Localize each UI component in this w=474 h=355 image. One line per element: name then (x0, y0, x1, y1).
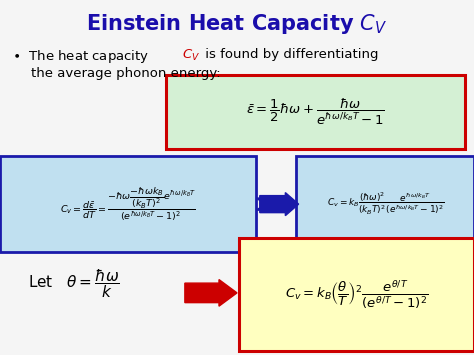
Text: $C_V$: $C_V$ (182, 48, 201, 63)
Text: $\bullet$  The heat capacity: $\bullet$ The heat capacity (12, 48, 149, 65)
Text: $C_v=k_B\dfrac{(\hbar\omega)^2}{(k_BT)^2}\dfrac{e^{\hbar\omega/k_BT}}{\left(e^{\: $C_v=k_B\dfrac{(\hbar\omega)^2}{(k_BT)^2… (328, 191, 445, 217)
Text: $\bar{\varepsilon}=\dfrac{1}{2}\hbar\omega+\dfrac{\hbar\omega}{e^{\hbar\omega/k_: $\bar{\varepsilon}=\dfrac{1}{2}\hbar\ome… (246, 97, 385, 127)
Text: Let   $\theta=\dfrac{\hbar\omega}{k}$: Let $\theta=\dfrac{\hbar\omega}{k}$ (28, 268, 120, 300)
Text: Einstein Heat Capacity $C_V$: Einstein Heat Capacity $C_V$ (86, 12, 388, 37)
FancyBboxPatch shape (296, 156, 474, 252)
FancyBboxPatch shape (0, 156, 256, 252)
FancyArrow shape (260, 192, 299, 216)
FancyBboxPatch shape (166, 75, 465, 149)
Text: $C_v=k_B\left(\dfrac{\theta}{T}\right)^2\dfrac{e^{\theta/T}}{\left(e^{\theta/T}-: $C_v=k_B\left(\dfrac{\theta}{T}\right)^2… (285, 278, 428, 311)
Text: $C_v=\dfrac{d\bar{\varepsilon}}{dT}=\dfrac{-\hbar\omega\dfrac{-\hbar\omega k_B}{: $C_v=\dfrac{d\bar{\varepsilon}}{dT}=\dfr… (60, 185, 196, 223)
FancyBboxPatch shape (239, 238, 474, 351)
Text: is found by differentiating: is found by differentiating (201, 48, 379, 61)
Text: the average phonon energy:: the average phonon energy: (31, 67, 220, 81)
FancyArrow shape (185, 280, 237, 306)
